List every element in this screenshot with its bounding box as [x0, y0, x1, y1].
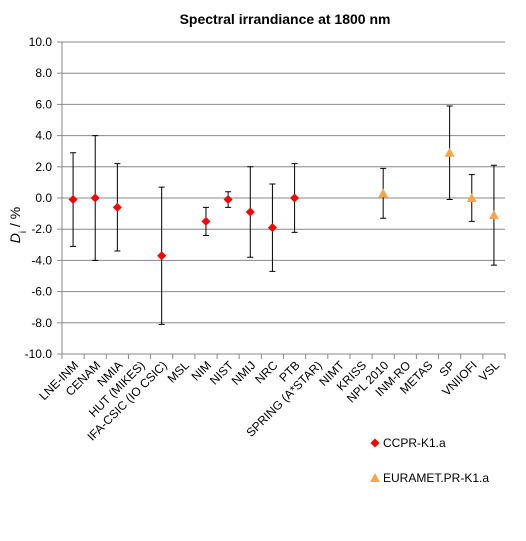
x-tick-label: NRC: [252, 358, 281, 387]
y-tick-label: 0.0: [35, 191, 52, 205]
data-point: [245, 207, 255, 217]
data-point: [488, 210, 499, 220]
legend-label: CCPR-K1.a: [383, 436, 446, 450]
x-tick-label: VSL: [476, 358, 502, 384]
data-point: [290, 193, 300, 203]
legend-marker: [370, 438, 380, 448]
y-label-rest: / %: [7, 207, 23, 231]
data-point: [223, 195, 233, 205]
y-tick-label: 10.0: [29, 35, 53, 49]
data-point: [112, 202, 122, 212]
y-tick-label: -10.0: [25, 347, 53, 361]
y-tick-label: -4.0: [31, 253, 52, 267]
y-tick-label: 2.0: [35, 160, 52, 174]
data-point: [466, 193, 477, 202]
data-point: [68, 195, 78, 205]
x-tick-label: NMIJ: [229, 358, 259, 388]
y-tick-label: 4.0: [35, 129, 52, 143]
data-point: [444, 147, 455, 157]
y-axis-label: Di / %: [7, 207, 29, 243]
x-tick-label: NIST: [207, 358, 237, 388]
legend-label: EURAMET.PR-K1.a: [383, 471, 489, 485]
y-tick-label: -6.0: [31, 285, 52, 299]
y-tick-label: -8.0: [31, 316, 52, 330]
data-point: [90, 193, 100, 203]
y-tick-label: 8.0: [35, 66, 52, 80]
chart-title: Spectral irrandiance at 1800 nm: [180, 11, 391, 27]
data-point: [157, 251, 167, 261]
y-label-sub: i: [18, 231, 29, 233]
y-label-main: D: [7, 233, 23, 243]
y-tick-label: 6.0: [35, 97, 52, 111]
data-point: [378, 188, 389, 198]
y-tick-label: -2.0: [31, 222, 52, 236]
data-point: [201, 216, 211, 226]
x-tick-label: MSL: [165, 358, 193, 386]
data-point: [267, 223, 277, 233]
legend-marker: [370, 473, 380, 482]
